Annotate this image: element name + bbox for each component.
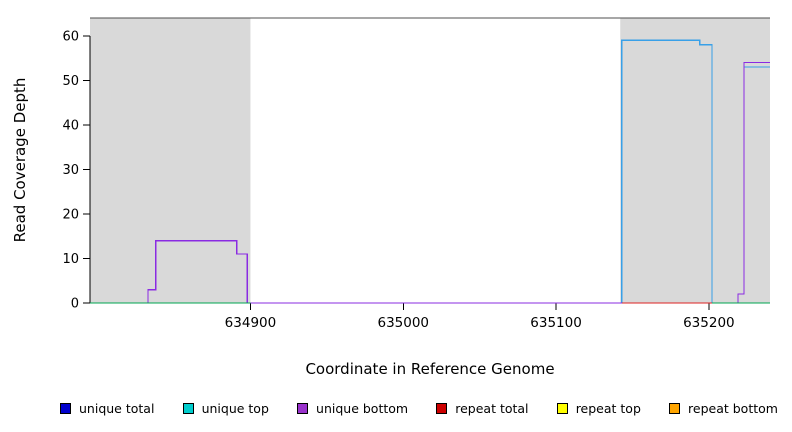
svg-text:0: 0 (71, 297, 79, 312)
svg-text:635200: 635200 (683, 315, 735, 331)
svg-text:60: 60 (62, 29, 79, 44)
legend-label: unique total (79, 401, 155, 416)
legend-swatch (669, 403, 681, 414)
legend-item-repeat-top: repeat top (556, 401, 641, 416)
legend: unique total unique top unique bottom re… (0, 401, 792, 416)
svg-text:635000: 635000 (377, 315, 429, 331)
coverage-plot: 0 10 20 30 40 50 60 634900 635000 635100 635200 (62, 17, 770, 331)
legend-label: unique top (201, 401, 269, 416)
svg-text:10: 10 (62, 252, 79, 267)
svg-text:20: 20 (62, 207, 79, 222)
legend-swatch (297, 403, 309, 414)
legend-label: unique bottom (316, 401, 409, 416)
y-axis-label: Read Coverage Depth (11, 77, 29, 243)
legend-label: repeat bottom (688, 401, 778, 416)
legend-swatch (556, 403, 568, 414)
legend-swatch (182, 403, 194, 414)
svg-text:40: 40 (62, 118, 79, 133)
legend-swatch (60, 403, 71, 414)
legend-label: repeat total (455, 401, 529, 416)
svg-text:634900: 634900 (225, 315, 277, 331)
legend-item-repeat-bottom: repeat bottom (669, 401, 778, 416)
svg-text:30: 30 (62, 163, 79, 178)
x-axis-label: Coordinate in Reference Genome (305, 360, 555, 378)
legend-item-unique-bottom: unique bottom (297, 401, 408, 416)
legend-label: repeat top (575, 401, 641, 416)
svg-text:50: 50 (62, 74, 79, 89)
legend-item-repeat-total: repeat total (436, 401, 529, 416)
legend-item-unique-top: unique top (182, 401, 269, 416)
legend-swatch (436, 403, 448, 414)
svg-text:635100: 635100 (530, 315, 582, 331)
legend-item-unique-total: unique total (60, 401, 154, 416)
